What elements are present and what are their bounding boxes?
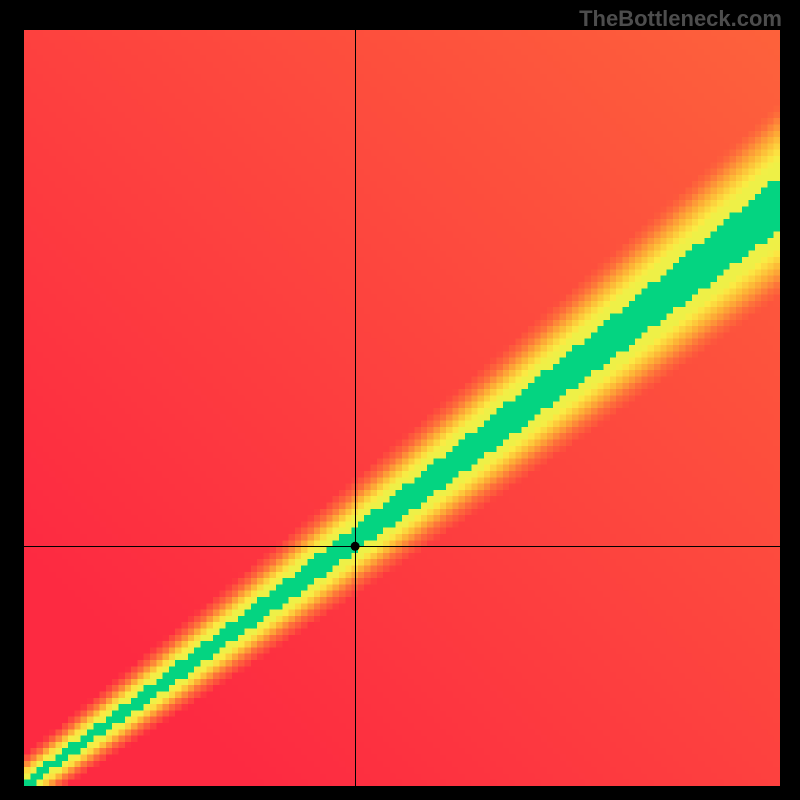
chart-container: TheBottleneck.com: [0, 0, 800, 800]
crosshair-overlay: [0, 0, 800, 800]
